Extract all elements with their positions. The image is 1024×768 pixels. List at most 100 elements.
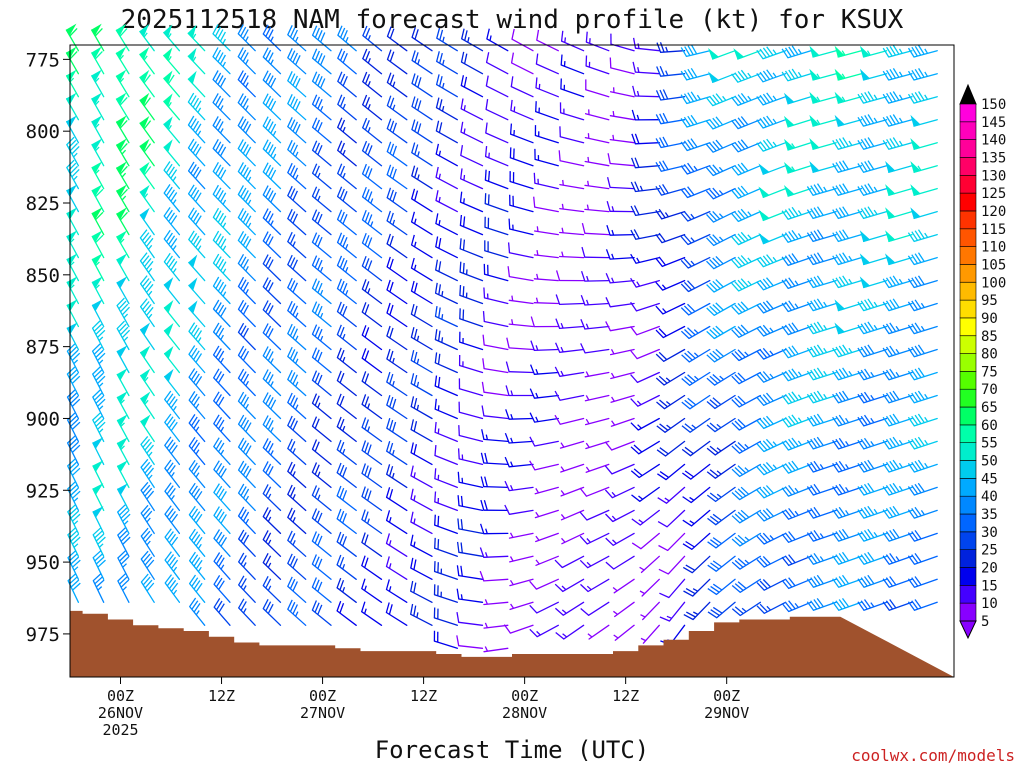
wind-barb (554, 555, 585, 569)
wind-barb (882, 436, 913, 450)
x-tick-label: 2025 (102, 721, 138, 739)
wind-barb (67, 458, 81, 489)
wind-barb (237, 185, 256, 213)
wind-barb (639, 578, 660, 597)
wind-barb (385, 602, 408, 626)
wind-barb (311, 278, 332, 305)
wind-barb (605, 273, 635, 284)
wind-barb (458, 425, 484, 443)
wind-barb (882, 345, 913, 358)
wind-barb (907, 367, 938, 381)
wind-barb (139, 229, 155, 259)
wind-barb (781, 230, 812, 243)
wind-barb (237, 483, 256, 512)
wind-barb (706, 463, 736, 479)
wind-barb (459, 214, 484, 236)
colorbar-bin (959, 192, 977, 212)
colorbar-label: 120 (981, 204, 1006, 220)
wind-barb (237, 368, 256, 397)
wind-barb (336, 255, 357, 282)
wind-barb (706, 348, 736, 363)
wind-barb (680, 186, 711, 199)
y-tick-label: 950 (26, 552, 60, 574)
wind-barb (361, 532, 383, 557)
wind-barb (756, 46, 787, 60)
wind-barb (656, 42, 686, 53)
wind-barb (585, 440, 610, 450)
wind-barb (91, 23, 105, 52)
wind-barb (705, 116, 736, 130)
wind-barb (212, 253, 231, 282)
wind-barb (386, 210, 408, 236)
wind-barb (459, 238, 484, 259)
wind-barb (212, 184, 231, 213)
wind-barb (605, 509, 635, 523)
wind-barb (756, 438, 787, 453)
wind-barb (311, 508, 332, 535)
wind-barb (434, 282, 458, 305)
wind-barb (509, 171, 534, 190)
wind-barb (361, 486, 383, 512)
wind-barb (584, 204, 610, 213)
wind-barb (92, 460, 105, 489)
wind-barb (857, 459, 888, 473)
colorbar-label: 140 (981, 133, 1006, 149)
wind-barb (580, 319, 610, 330)
wind-barb (237, 230, 256, 259)
wind-barb (433, 561, 458, 580)
wind-barb (832, 183, 863, 196)
wind-barb (164, 459, 181, 489)
wind-barb (907, 252, 938, 266)
wind-barb (834, 114, 863, 127)
wind-barb (658, 555, 686, 575)
wind-barb (882, 45, 913, 58)
wind-barb (385, 533, 408, 557)
wind-barb (337, 71, 357, 98)
wind-barb (386, 325, 408, 351)
wind-barb (336, 209, 357, 236)
wind-barb (756, 115, 787, 129)
colorbar-label: 135 (981, 151, 1006, 167)
wind-barb (681, 440, 711, 457)
wind-barb (92, 550, 106, 580)
wind-barb (613, 624, 635, 641)
wind-barb (362, 94, 383, 121)
wind-barb (237, 437, 256, 466)
wind-barb (655, 160, 686, 172)
wind-barb (385, 579, 408, 603)
wind-barb (756, 69, 787, 83)
wind-barb (482, 311, 509, 328)
wind-barb (609, 87, 635, 98)
wind-barb (533, 196, 559, 213)
wind-barb (410, 327, 433, 351)
wind-barb (140, 504, 155, 535)
wind-barb (783, 138, 812, 151)
wind-barb (262, 277, 282, 305)
colorbar-label: 150 (981, 97, 1006, 113)
wind-barb (115, 69, 130, 98)
wind-barb (386, 141, 408, 167)
wind-barb (857, 321, 888, 335)
wind-barb (164, 505, 181, 535)
wind-barb (386, 441, 408, 466)
wind-barb (781, 391, 812, 405)
wind-barb (857, 437, 888, 450)
wind-barb (188, 505, 206, 535)
wind-barb (212, 161, 231, 190)
wind-barb (504, 504, 534, 515)
y-tick-label: 925 (26, 480, 60, 502)
y-tick-label: 850 (26, 265, 60, 287)
wind-barb (809, 160, 837, 173)
wind-barb (287, 231, 307, 259)
wind-barb (140, 527, 155, 557)
wind-barb (580, 271, 610, 282)
wind-barb (336, 416, 357, 443)
wind-barb (287, 530, 307, 557)
wind-barb (910, 137, 938, 150)
wind-barb (609, 111, 635, 121)
wind-barb (411, 165, 433, 190)
wind-barb (213, 575, 231, 603)
wind-barb (832, 367, 863, 381)
wind-barb (116, 320, 131, 351)
wind-barb (337, 140, 357, 167)
